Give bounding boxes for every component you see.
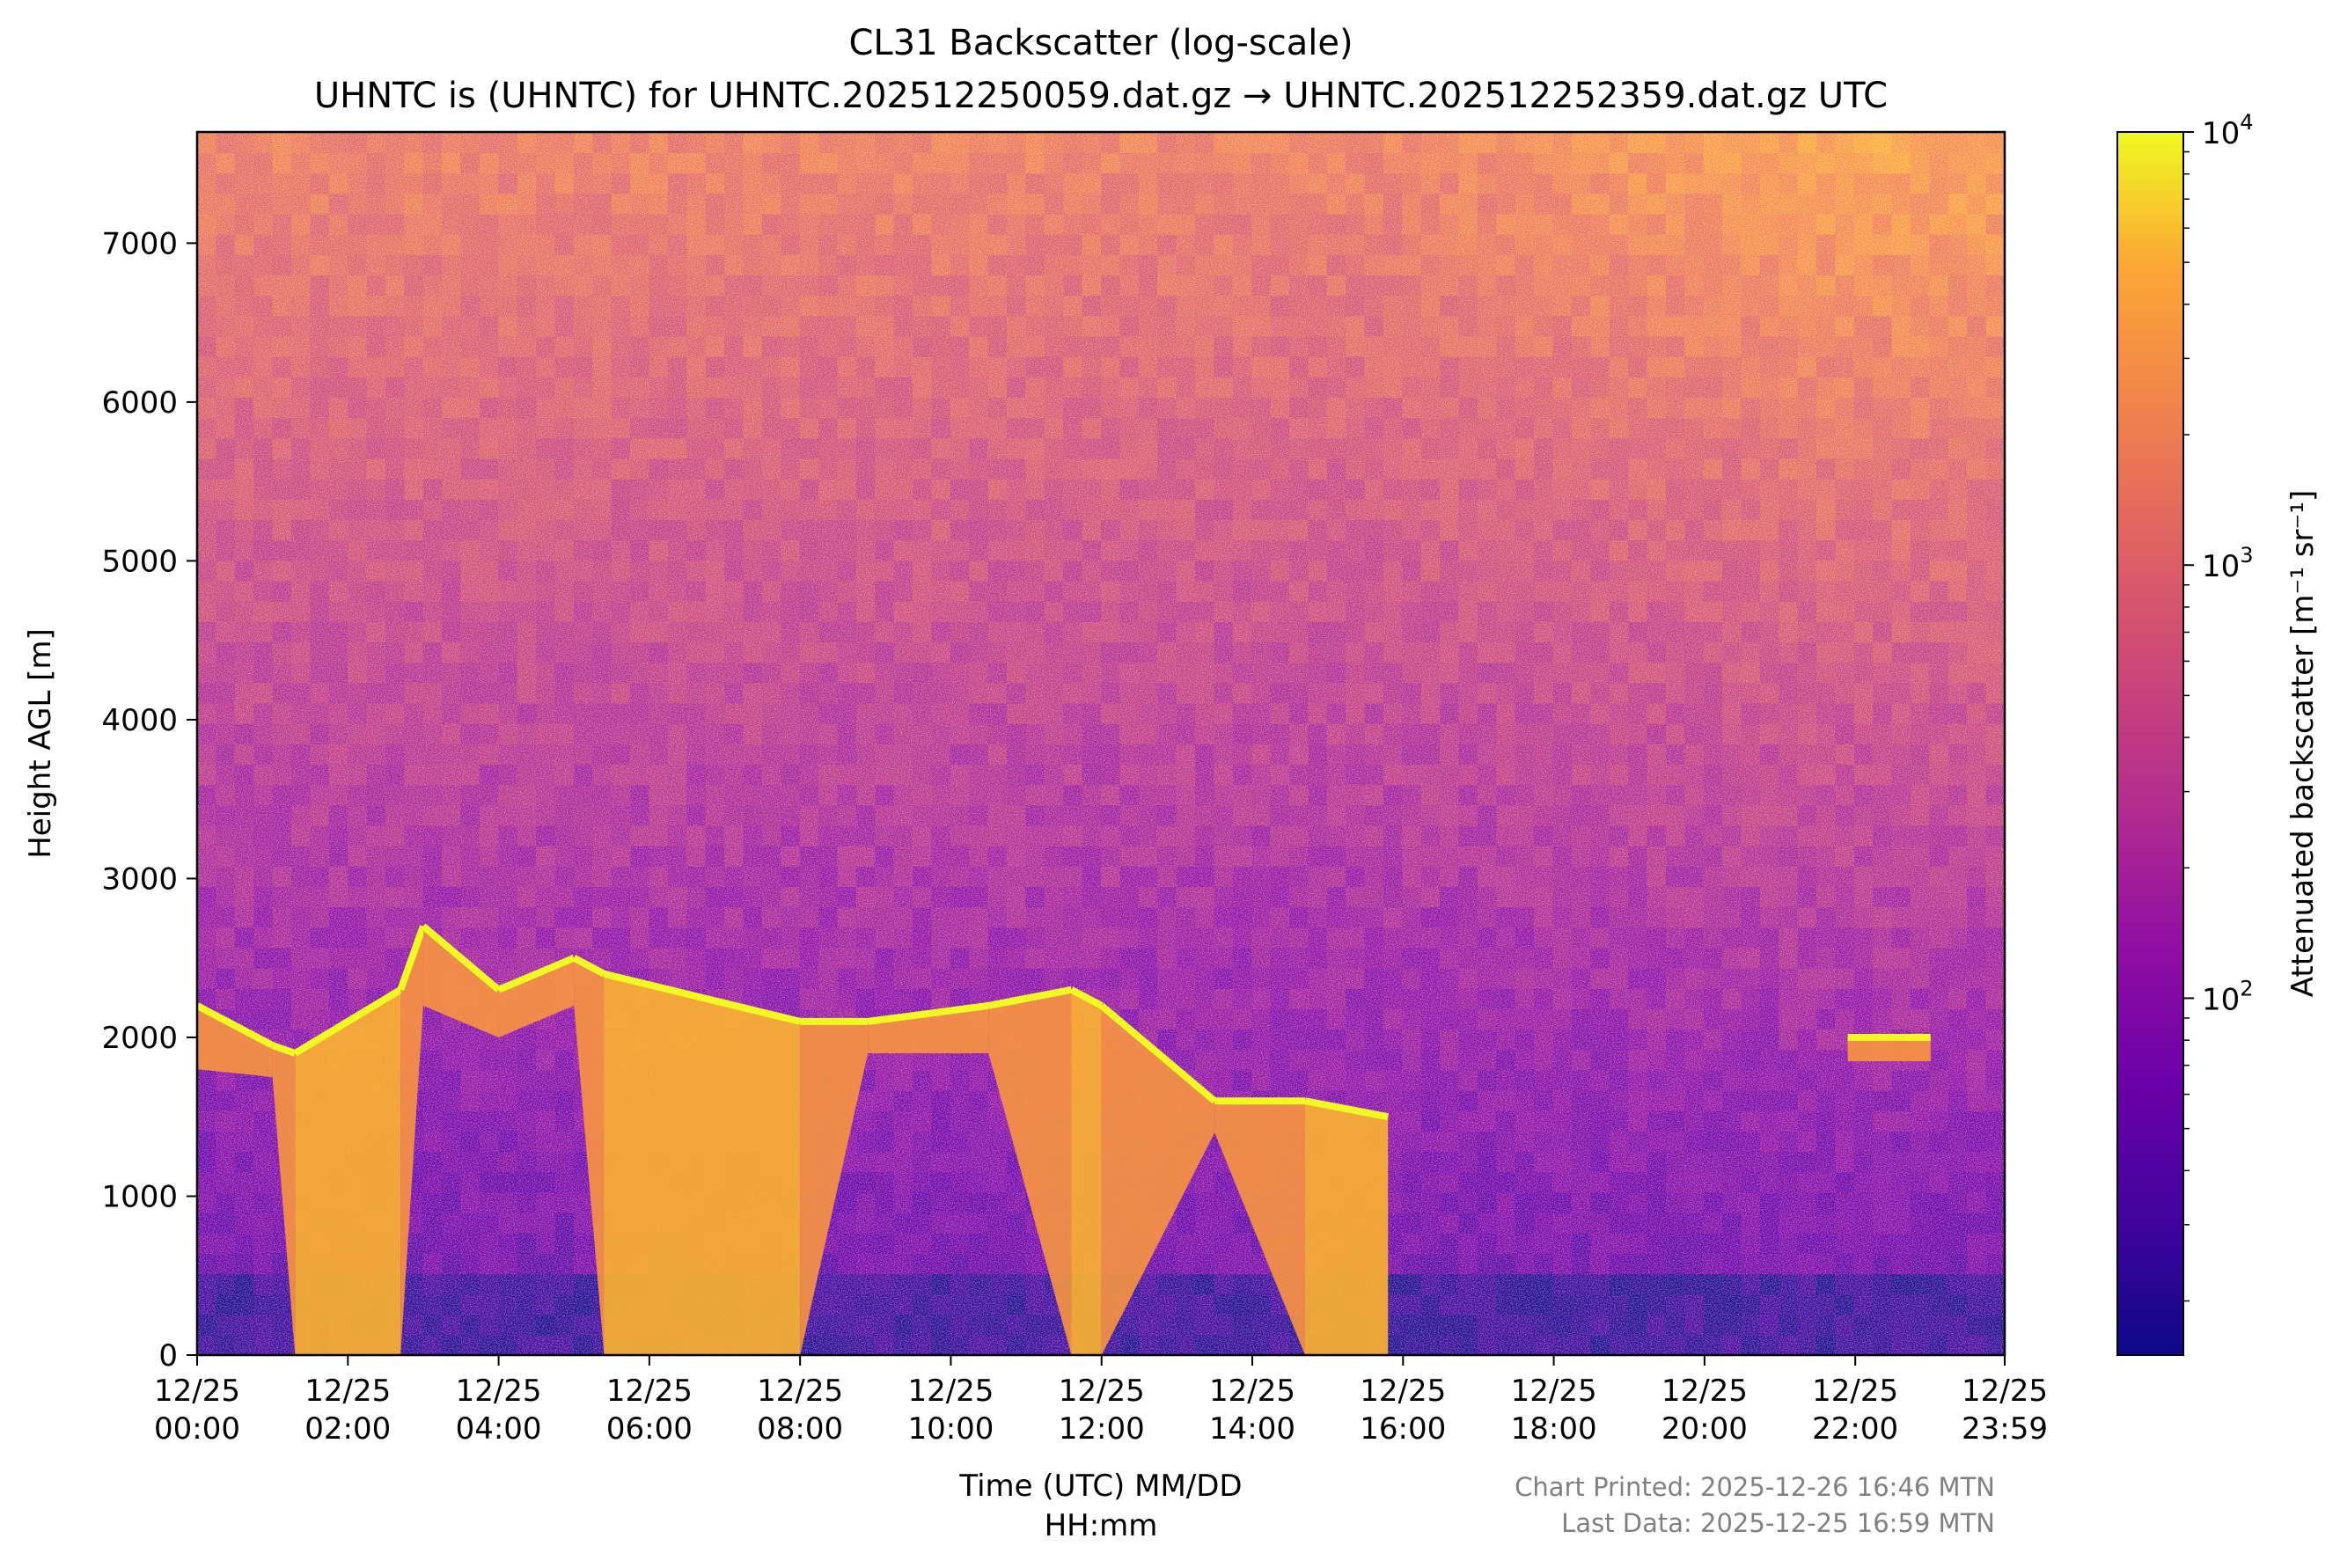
chart-subtitle: UHNTC is (UHNTC) for UHNTC.202512250059.… — [314, 76, 1888, 116]
chart-title: CL31 Backscatter (log-scale) — [848, 23, 1353, 63]
heatmap-area — [197, 132, 2005, 1355]
